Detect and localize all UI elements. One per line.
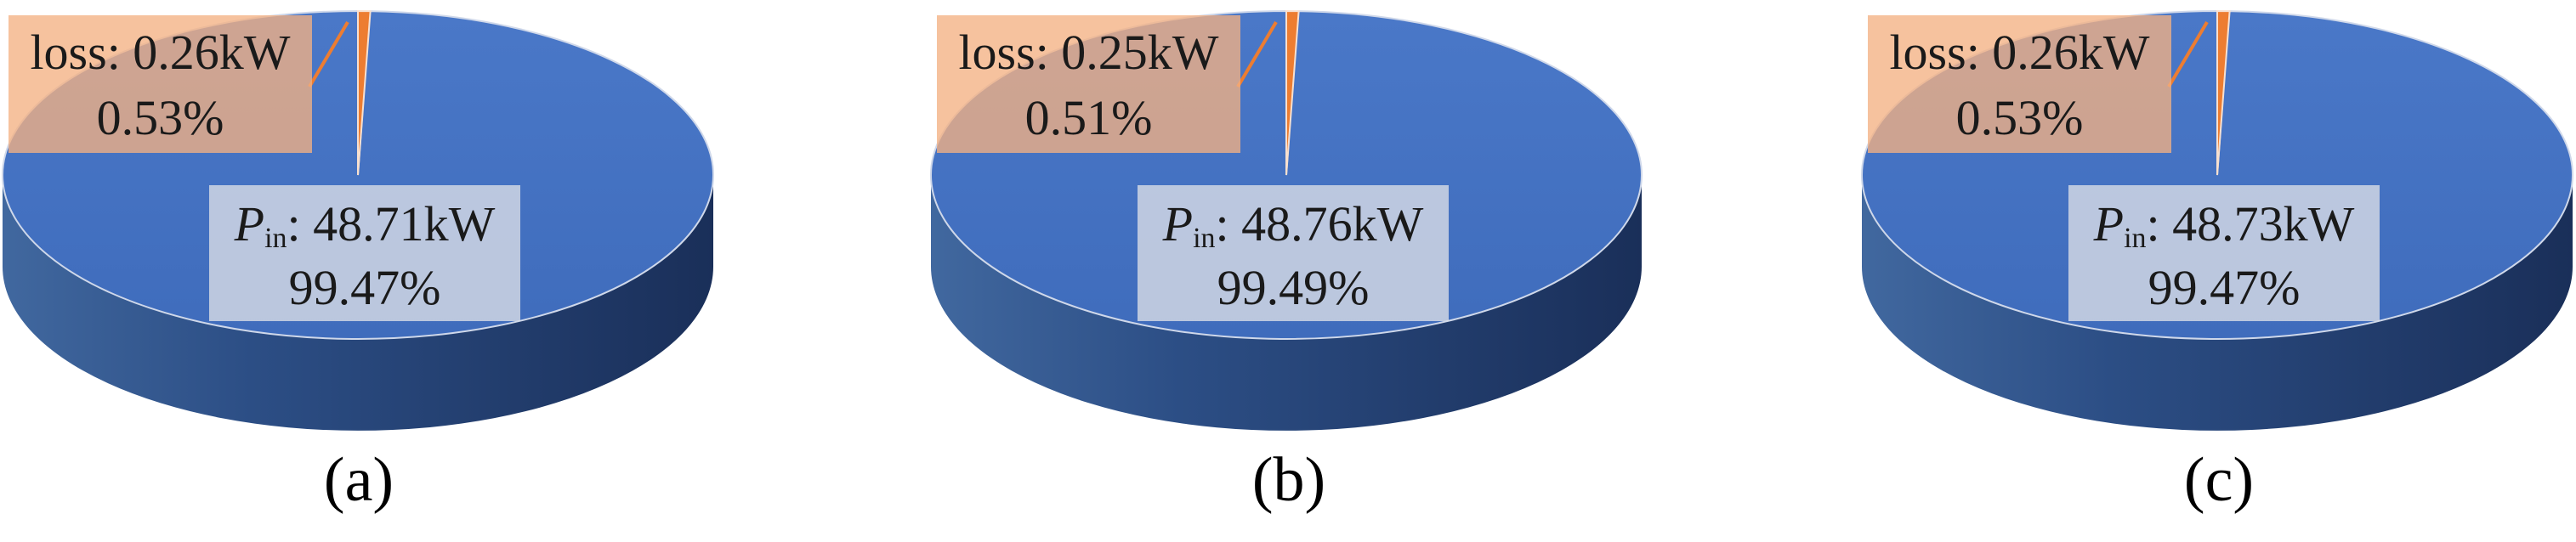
pin-subscript-b: in (1193, 223, 1215, 254)
pin-symbol-b: P (1162, 196, 1193, 251)
pie-b: loss: 0.25kW 0.51%Pin: 48.76kW 99.49% (930, 9, 1643, 431)
pie-side-b (931, 175, 1642, 431)
pin-label-box-c (2068, 185, 2380, 321)
loss-label-box-b (937, 15, 1240, 153)
pin-label-box-a (209, 185, 520, 321)
loss-percent-c: 0.53% (1956, 90, 2084, 145)
pin-label-a: Pin: 48.71kW (234, 196, 496, 254)
pie-side-c (1862, 175, 2573, 431)
pie-side-a (3, 175, 713, 431)
loss-label-a: loss: 0.26kW (30, 25, 290, 80)
loss-percent-a: 0.53% (97, 90, 224, 145)
pin-percent-a: 99.47% (289, 260, 441, 315)
pin-percent-c: 99.47% (2148, 260, 2301, 315)
loss-leader-line-b (1236, 20, 1278, 88)
slice-loss-a (357, 9, 372, 176)
pin-value-a: : 48.71kW (287, 196, 496, 251)
slice-loss-c (2216, 9, 2231, 176)
pin-symbol-c: P (2093, 196, 2124, 251)
pin-label-c: Pin: 48.73kW (2093, 196, 2355, 254)
panel-caption-b: (b) (1251, 445, 1326, 515)
pin-label-b: Pin: 48.76kW (1162, 196, 1424, 254)
panel-caption-a: (a) (323, 445, 394, 515)
pin-value-b: : 48.76kW (1216, 196, 1424, 251)
panel-caption-c: (c) (2183, 445, 2255, 515)
loss-label-c: loss: 0.26kW (1889, 25, 2149, 80)
loss-leader-line-a (308, 20, 349, 88)
loss-label-b: loss: 0.25kW (958, 25, 1218, 80)
pie-a: loss: 0.26kW 0.53%Pin: 48.71kW 99.47% (2, 9, 714, 431)
pin-label-box-b (1138, 185, 1449, 321)
slice-loss-b (1285, 9, 1300, 176)
pin-value-c: : 48.73kW (2147, 196, 2355, 251)
loss-label-box-c (1868, 15, 2171, 153)
loss-label-box-a (9, 15, 312, 153)
pin-subscript-c: in (2124, 223, 2146, 254)
loss-leader-line-c (2167, 20, 2209, 88)
pin-percent-b: 99.49% (1217, 260, 1370, 315)
pin-subscript-a: in (264, 223, 287, 254)
pin-symbol-a: P (234, 196, 264, 251)
pie-c: loss: 0.26kW 0.53%Pin: 48.73kW 99.47% (1861, 9, 2573, 431)
loss-percent-b: 0.51% (1025, 90, 1153, 145)
